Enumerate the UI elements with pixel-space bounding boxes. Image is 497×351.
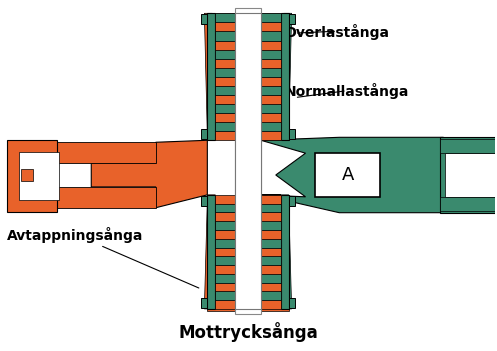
Bar: [215, 13, 281, 22]
Bar: [215, 230, 281, 239]
Bar: [215, 239, 281, 247]
Bar: [215, 77, 281, 86]
Bar: [440, 139, 497, 153]
Bar: [289, 298, 295, 308]
Bar: [215, 256, 281, 265]
Bar: [215, 265, 281, 274]
Polygon shape: [91, 140, 207, 208]
Bar: [215, 221, 281, 230]
Bar: [207, 13, 215, 140]
Bar: [215, 131, 281, 140]
Bar: [21, 169, 33, 181]
Bar: [207, 195, 215, 309]
Bar: [289, 14, 295, 24]
Bar: [215, 95, 281, 104]
Bar: [281, 195, 289, 309]
Bar: [215, 59, 281, 68]
Bar: [207, 13, 289, 21]
Text: Normallastånga: Normallastånga: [285, 83, 409, 99]
Text: Överlastånga: Överlastånga: [285, 23, 390, 40]
Bar: [57, 187, 156, 208]
Bar: [235, 13, 261, 309]
Text: Avtappningsånga: Avtappningsånga: [7, 226, 199, 288]
Bar: [215, 32, 281, 40]
Bar: [215, 195, 281, 204]
Bar: [57, 142, 156, 163]
Bar: [316, 153, 380, 197]
Bar: [207, 303, 289, 311]
Bar: [215, 68, 281, 77]
Polygon shape: [204, 195, 215, 309]
Polygon shape: [261, 195, 292, 309]
Bar: [215, 113, 281, 122]
Text: Mottrycksånga: Mottrycksånga: [178, 322, 318, 342]
Bar: [445, 153, 497, 197]
Bar: [215, 86, 281, 95]
Bar: [215, 274, 281, 283]
Bar: [215, 122, 281, 131]
Bar: [289, 196, 295, 206]
Bar: [215, 22, 281, 32]
Bar: [215, 40, 281, 49]
Bar: [215, 204, 281, 212]
Bar: [201, 130, 207, 139]
Bar: [215, 283, 281, 291]
Bar: [201, 196, 207, 206]
Bar: [289, 130, 295, 139]
Bar: [7, 140, 57, 212]
Bar: [215, 291, 281, 300]
Bar: [215, 49, 281, 59]
Polygon shape: [261, 13, 292, 140]
Bar: [215, 104, 281, 113]
Bar: [201, 14, 207, 24]
Bar: [440, 137, 497, 213]
Bar: [215, 247, 281, 256]
Text: A: A: [341, 166, 354, 184]
Bar: [201, 298, 207, 308]
Polygon shape: [261, 137, 443, 213]
Bar: [235, 8, 261, 314]
Polygon shape: [204, 13, 215, 140]
Bar: [440, 197, 497, 211]
Bar: [215, 212, 281, 221]
Bar: [19, 152, 59, 200]
Bar: [215, 300, 281, 309]
Bar: [281, 13, 289, 140]
